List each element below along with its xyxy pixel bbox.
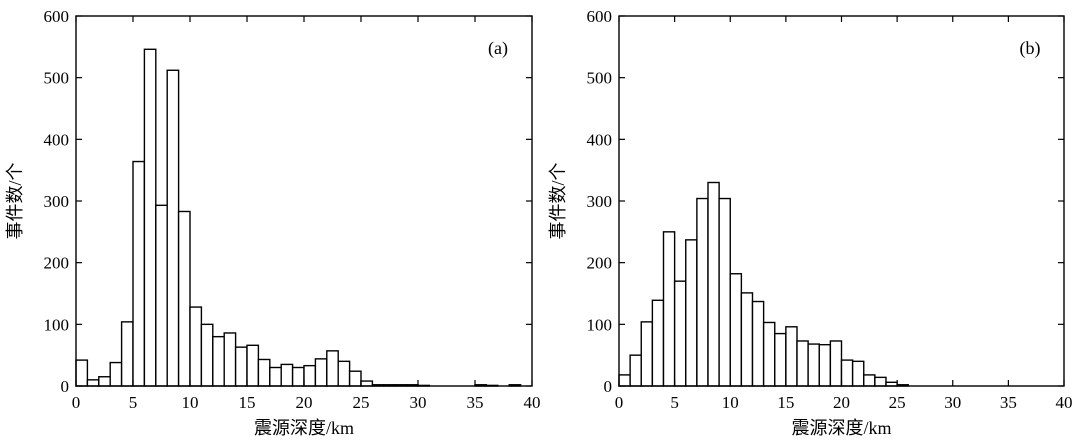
histogram-bar <box>762 321 776 387</box>
x-tick-label: 10 <box>182 393 199 412</box>
x-tick-label: 40 <box>1056 393 1073 412</box>
histogram-bar <box>840 359 854 387</box>
y-tick-label: 600 <box>587 7 613 26</box>
panel-label: (b) <box>1020 38 1041 59</box>
histogram-bar <box>651 299 665 387</box>
histogram-bar <box>629 354 642 387</box>
histogram-bar <box>155 204 168 387</box>
x-tick-label: 15 <box>777 393 794 412</box>
histogram-panel-a: 0 5 10 15 20 25 30 35 400100200300400500600震源深度/… <box>5 7 541 438</box>
x-tick-label: 40 <box>524 393 541 412</box>
x-tick-label: 15 <box>239 393 256 412</box>
y-tick-label: 100 <box>587 315 613 334</box>
y-tick-label: 500 <box>587 69 613 88</box>
histogram-bar <box>143 48 157 387</box>
x-tick-label: 25 <box>353 393 370 412</box>
y-tick-label: 400 <box>587 130 613 149</box>
histogram-bar <box>132 160 146 387</box>
x-tick-label: 20 <box>296 393 313 412</box>
x-tick-label: 5 <box>129 393 138 412</box>
x-tick-label: 10 <box>722 393 739 412</box>
histogram-bar <box>234 346 248 387</box>
histogram-bar <box>740 292 754 387</box>
histogram-bar <box>851 360 865 387</box>
x-tick-label: 25 <box>889 393 906 412</box>
histogram-bar <box>75 359 89 387</box>
x-axis-label: 震源深度/km <box>254 418 354 438</box>
y-axis-label: 事件数/个 <box>548 162 568 239</box>
histogram-bar <box>618 374 631 387</box>
histogram-bar <box>120 321 134 387</box>
histogram-bar <box>662 231 676 387</box>
x-tick-label: 5 <box>670 393 679 412</box>
histogram-bar <box>314 358 328 387</box>
y-tick-label: 200 <box>44 254 70 273</box>
histogram-bar <box>818 343 832 387</box>
histogram-bar <box>212 335 225 387</box>
histogram-bar <box>223 332 237 387</box>
histogram-bar <box>291 366 305 387</box>
x-tick-label: 30 <box>410 393 427 412</box>
histogram-bar <box>189 306 203 387</box>
histogram-bar <box>177 210 191 387</box>
histogram-bar <box>269 366 282 387</box>
x-tick-label: 0 <box>615 393 624 412</box>
histogram-bar <box>707 181 720 387</box>
histogram-bar <box>337 360 351 387</box>
histogram-bar <box>774 332 787 387</box>
histogram-bar <box>166 69 180 387</box>
y-tick-label: 100 <box>44 315 70 334</box>
x-tick-label: 30 <box>944 393 961 412</box>
histogram-bar <box>360 380 374 387</box>
histogram-bar <box>303 364 317 387</box>
histogram-bar <box>807 343 820 387</box>
histogram-bar <box>200 323 214 387</box>
y-tick-label: 300 <box>587 192 613 211</box>
y-tick-label: 200 <box>587 254 613 273</box>
y-tick-label: 0 <box>61 377 70 396</box>
histogram-bar <box>109 361 123 387</box>
histogram-bar <box>640 321 654 387</box>
histogram-bar <box>729 273 743 387</box>
histogram-bar <box>863 374 876 387</box>
histogram-bar <box>829 340 843 387</box>
histogram-bar <box>673 280 687 387</box>
y-tick-label: 300 <box>44 192 70 211</box>
histogram-bar <box>86 379 100 387</box>
histogram-bar <box>685 239 698 387</box>
histogram-bar <box>796 340 809 387</box>
histogram-bar <box>751 300 765 387</box>
histogram-bar <box>326 350 339 387</box>
x-axis-label: 震源深度/km <box>791 418 891 438</box>
histogram-bar <box>718 197 731 387</box>
x-tick-label: 35 <box>467 393 484 412</box>
histogram-bar <box>696 197 709 387</box>
x-tick-label: 20 <box>833 393 850 412</box>
y-tick-label: 500 <box>44 69 70 88</box>
x-tick-label: 35 <box>1000 393 1017 412</box>
y-tick-label: 600 <box>44 7 70 26</box>
histogram-bar <box>874 376 887 387</box>
histogram-bar <box>348 370 362 387</box>
histogram-bar <box>785 326 798 387</box>
histogram-bar <box>280 363 294 387</box>
y-axis-label: 事件数/个 <box>5 162 25 239</box>
y-tick-label: 0 <box>604 377 613 396</box>
y-tick-label: 400 <box>44 130 70 149</box>
histogram-bar <box>98 376 111 387</box>
panel-label: (a) <box>488 38 508 59</box>
histogram-bar <box>257 358 271 387</box>
x-tick-label: 0 <box>72 393 81 412</box>
histogram-bar <box>246 344 260 387</box>
histogram-panel-b: 0 5 10 15 20 25 30 35 400100200300400500600震源深度/… <box>548 7 1073 438</box>
